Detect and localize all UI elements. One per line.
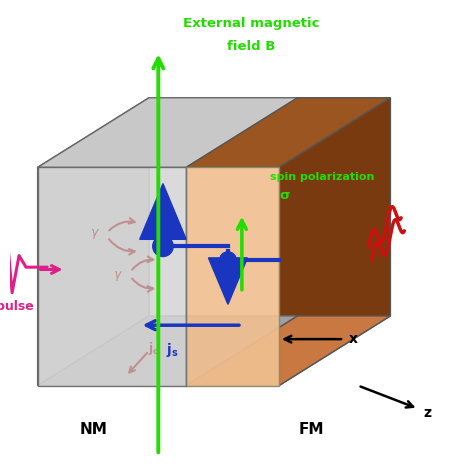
Text: γ: γ bbox=[90, 226, 97, 239]
Polygon shape bbox=[37, 98, 298, 167]
Text: x: x bbox=[349, 332, 358, 346]
Polygon shape bbox=[186, 98, 391, 167]
Text: External magnetic: External magnetic bbox=[183, 17, 319, 30]
Text: spin polarization: spin polarization bbox=[270, 172, 374, 182]
Circle shape bbox=[219, 252, 237, 269]
Text: σ: σ bbox=[279, 189, 290, 202]
Text: γ: γ bbox=[113, 268, 120, 281]
Text: $\mathbf{j_c}$: $\mathbf{j_c}$ bbox=[148, 340, 159, 357]
Text: NM: NM bbox=[79, 422, 107, 437]
Circle shape bbox=[153, 236, 173, 256]
Text: FM: FM bbox=[299, 422, 324, 437]
Polygon shape bbox=[37, 316, 298, 385]
Polygon shape bbox=[140, 183, 186, 239]
Text: z: z bbox=[423, 406, 431, 420]
Polygon shape bbox=[37, 98, 149, 385]
Polygon shape bbox=[186, 167, 279, 385]
Polygon shape bbox=[279, 98, 391, 385]
Polygon shape bbox=[209, 258, 247, 304]
Text: field B: field B bbox=[227, 40, 275, 53]
Polygon shape bbox=[186, 316, 391, 385]
Polygon shape bbox=[37, 167, 186, 385]
Text: pulse: pulse bbox=[0, 300, 34, 313]
Text: $\mathbf{j_s}$: $\mathbf{j_s}$ bbox=[166, 341, 179, 359]
